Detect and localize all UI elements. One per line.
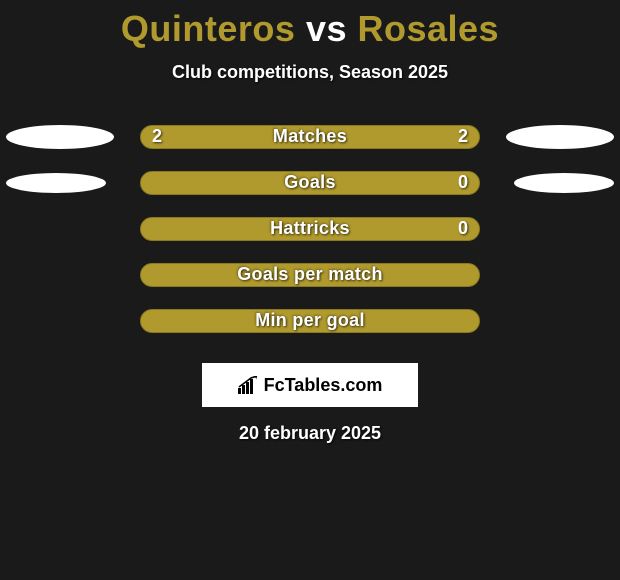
right-ellipse [506,125,614,149]
left-ellipse [6,125,114,149]
right-ellipse [514,173,614,193]
player2-name: Rosales [358,8,500,49]
subtitle: Club competitions, Season 2025 [0,62,620,83]
stat-left-value: 2 [152,126,162,147]
logo-label: FcTables.com [264,375,383,396]
chart-icon [238,376,260,394]
page-title: Quinteros vs Rosales [0,0,620,50]
logo-text: FcTables.com [238,375,383,396]
bar-track [140,125,480,149]
stat-right-value: 0 [458,218,468,239]
stat-row-hattricks: Hattricks 0 [0,215,620,261]
stat-row-min-per-goal: Min per goal [0,307,620,353]
bar-track [140,263,480,287]
attribution-logo: FcTables.com [202,363,418,407]
stat-right-value: 0 [458,172,468,193]
stat-right-value: 2 [458,126,468,147]
stats-block: 2 Matches 2 Goals 0 Hattricks 0 Goals pe… [0,123,620,353]
left-ellipse [6,173,106,193]
comparison-card: Quinteros vs Rosales Club competitions, … [0,0,620,444]
stat-row-goals: Goals 0 [0,169,620,215]
title-vs: vs [306,8,347,49]
stat-row-goals-per-match: Goals per match [0,261,620,307]
player1-name: Quinteros [121,8,296,49]
date-label: 20 february 2025 [0,423,620,444]
bar-track [140,171,480,195]
bar-track [140,309,480,333]
bar-track [140,217,480,241]
stat-row-matches: 2 Matches 2 [0,123,620,169]
